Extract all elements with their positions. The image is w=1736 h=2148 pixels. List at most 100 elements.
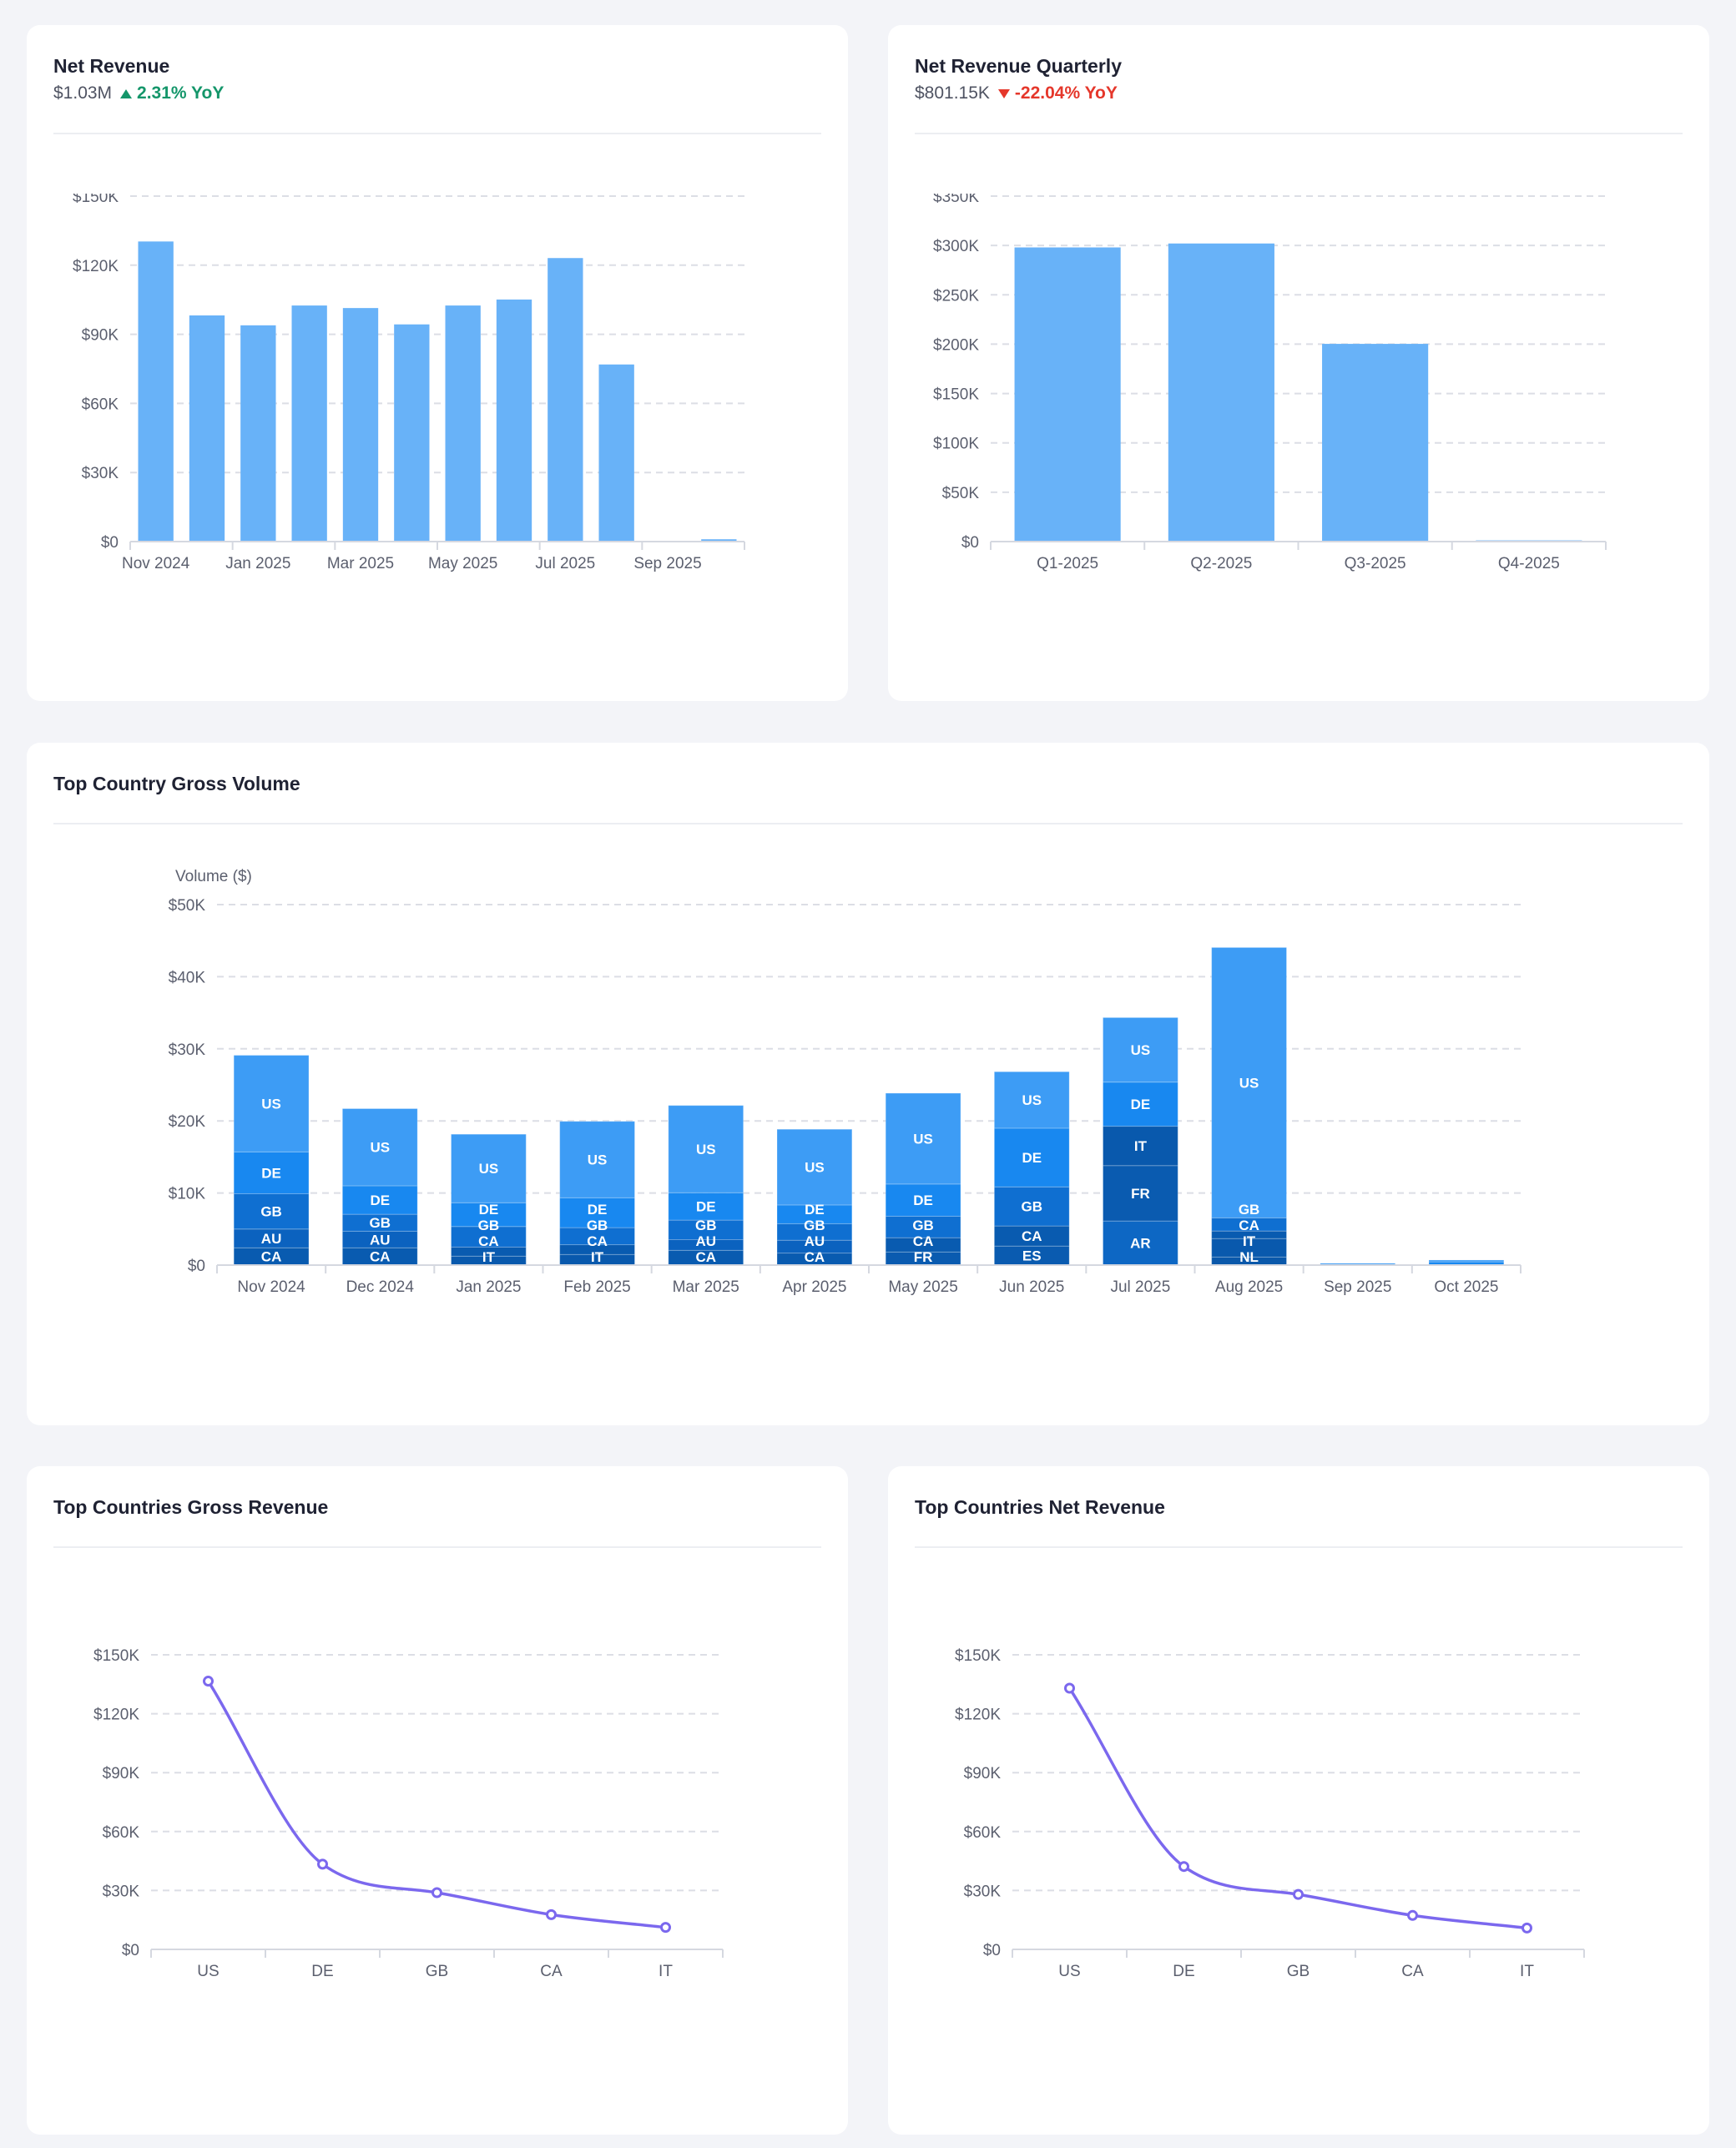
segment-label: DE <box>696 1199 716 1215</box>
segment-label: DE <box>1131 1097 1151 1112</box>
x-tick-label: DE <box>311 1963 333 1980</box>
bar-segment <box>1103 1082 1178 1127</box>
y-tick-label: $50K <box>942 485 980 502</box>
bar <box>138 241 174 542</box>
bar-segment <box>885 1092 961 1185</box>
segment-label: GB <box>912 1218 934 1233</box>
y-tick-label: $150K <box>955 1647 1001 1665</box>
y-tick-label: $60K <box>103 1824 140 1842</box>
x-tick-label: Mar 2025 <box>673 1278 739 1296</box>
segment-label: IT <box>482 1249 496 1265</box>
segment-label: DE <box>479 1202 499 1218</box>
segment-label: DE <box>261 1165 281 1181</box>
divider <box>915 133 1683 134</box>
card-title: Net Revenue Quarterly <box>915 55 1122 77</box>
segment-label: GB <box>1022 1199 1043 1215</box>
bar-segment <box>668 1105 744 1193</box>
y-axis-title: Volume ($) <box>175 868 252 885</box>
data-point <box>1064 1682 1075 1694</box>
x-tick-label: US <box>197 1963 219 1980</box>
x-tick-label: IT <box>1520 1963 1534 1980</box>
x-tick-label: Aug 2025 <box>1215 1278 1283 1296</box>
chart-top-countries-gross-revenue: $0 $30K $60K $90K $120K $150K US DE GB CA IT <box>93 1647 724 1980</box>
segment-label: CA <box>913 1233 934 1249</box>
data-point <box>1293 1888 1304 1900</box>
card-title: Net Revenue <box>53 55 170 77</box>
segment-label: US <box>913 1131 933 1147</box>
y-tick-label: $60K <box>964 1824 1002 1842</box>
y-tick-label: $0 <box>961 534 979 552</box>
data-point <box>1178 1861 1189 1873</box>
bar-segment <box>1103 1165 1178 1222</box>
bar-segment <box>233 1192 310 1230</box>
card-title: Top Countries Net Revenue <box>915 1496 1165 1518</box>
x-tick-label: Jan 2025 <box>456 1278 521 1296</box>
y-tick-label: $120K <box>73 258 119 275</box>
bar <box>1168 243 1274 542</box>
bar-segment <box>885 1215 961 1238</box>
y-tick-label: $120K <box>955 1707 1001 1724</box>
data-point <box>1407 1909 1418 1921</box>
chart-net-revenue-quarterly: $0 $50K $100K $150K $200K $250K $300K $350K Q1-2… <box>933 194 1607 572</box>
x-tick-label: Q1-2025 <box>1037 555 1098 572</box>
divider <box>915 1546 1683 1548</box>
segment-label: DE <box>805 1202 825 1218</box>
segment-label: IT <box>1134 1138 1148 1154</box>
x-tick-label: May 2025 <box>428 555 497 572</box>
segment-label: AR <box>1130 1236 1151 1252</box>
bar <box>548 258 583 542</box>
segment-label: CA <box>370 1249 391 1265</box>
bar-segment <box>451 1133 527 1203</box>
segment-label: GB <box>804 1218 825 1233</box>
bar-segment <box>993 1071 1070 1129</box>
card-summary: $801.15K -22.04% YoY <box>915 83 1118 103</box>
x-tick-label: Sep 2025 <box>633 555 701 572</box>
bar-segment <box>1103 1016 1178 1083</box>
y-axis-labels: $0 $30K $60K $90K $120K $150K <box>73 194 119 552</box>
total-value: $801.15K <box>915 83 990 103</box>
segment-label: GB <box>587 1218 608 1233</box>
x-tick-label: Jan 2025 <box>225 555 290 572</box>
bar <box>1014 247 1121 542</box>
y-tick-label: $10K <box>169 1186 206 1203</box>
top-countries-gross-revenue-card: Top Countries Gross Revenue <box>27 1466 848 2135</box>
segment-label: US <box>696 1142 716 1157</box>
y-tick-label: $250K <box>933 287 979 305</box>
segment-label: US <box>479 1161 499 1177</box>
segment-label: AU <box>695 1233 716 1249</box>
x-tick-label: IT <box>659 1963 673 1980</box>
segment-label: US <box>370 1140 390 1156</box>
x-tick-label: Oct 2025 <box>1434 1278 1498 1296</box>
x-tick-label: Jul 2025 <box>535 555 595 572</box>
bar-segment <box>233 1151 310 1194</box>
chart-top-countries-net-revenue: $0 $30K $60K $90K $120K $150K US DE GB CA IT <box>955 1647 1585 1980</box>
y-tick-label: $30K <box>964 1883 1002 1900</box>
y-tick-label: $150K <box>933 386 979 404</box>
segment-label: GB <box>370 1215 391 1231</box>
bar <box>445 305 481 542</box>
segment-label: DE <box>913 1192 933 1208</box>
y-tick-label: $50K <box>169 897 206 915</box>
stacked-bar: ES CA GB DE US <box>993 1071 1070 1266</box>
chart-net-revenue: $0 $30K $60K $90K $120K $150K Nov 2024 Jan 2025… <box>73 194 745 572</box>
x-tick-label: US <box>1058 1963 1080 1980</box>
segment-label: IT <box>1243 1233 1256 1249</box>
segment-label: CA <box>587 1233 608 1249</box>
y-tick-label: $150K <box>93 1647 139 1665</box>
segment-label: GB <box>478 1218 500 1233</box>
x-tick-label: Jul 2025 <box>1110 1278 1170 1296</box>
x-tick-label: Apr 2025 <box>782 1278 846 1296</box>
segment-label: DE <box>588 1202 608 1218</box>
y-tick-label: $200K <box>933 336 979 354</box>
bar <box>496 299 532 542</box>
y-tick-label: $120K <box>93 1707 139 1724</box>
y-tick-label: $0 <box>983 1942 1001 1959</box>
y-tick-label: $0 <box>122 1942 139 1959</box>
x-tick-label: Q3-2025 <box>1345 555 1406 572</box>
